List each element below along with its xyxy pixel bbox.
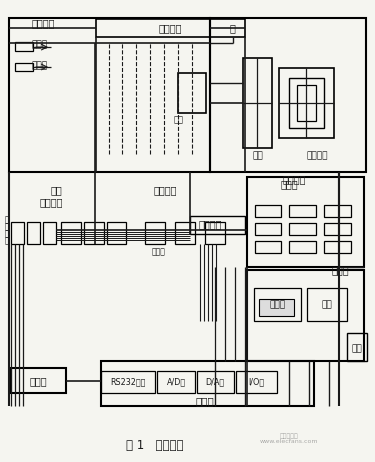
Bar xyxy=(260,298,294,316)
Text: A/D板: A/D板 xyxy=(166,377,186,387)
Bar xyxy=(255,223,281,235)
Text: 声级计: 声级计 xyxy=(31,41,47,49)
Bar xyxy=(100,361,314,406)
Text: 控制柜: 控制柜 xyxy=(331,265,349,275)
Text: 温: 温 xyxy=(5,230,10,238)
Text: 电子发烧友
www.elecfans.com: 电子发烧友 www.elecfans.com xyxy=(260,433,318,444)
Text: 辅助风机: 辅助风机 xyxy=(306,151,328,160)
Text: RS232串口: RS232串口 xyxy=(110,377,146,387)
Bar xyxy=(205,222,225,244)
Bar xyxy=(84,222,104,244)
Text: 计算机: 计算机 xyxy=(195,396,214,406)
Bar xyxy=(175,222,195,244)
Bar xyxy=(347,334,367,361)
Bar xyxy=(255,241,281,253)
Bar xyxy=(307,288,347,322)
Bar xyxy=(243,58,272,147)
Bar xyxy=(324,241,351,253)
Bar xyxy=(100,371,155,393)
Text: 灯: 灯 xyxy=(230,23,236,33)
Text: 动力桥架: 动力桥架 xyxy=(282,174,306,184)
Bar xyxy=(27,222,40,244)
Bar xyxy=(190,216,244,234)
Bar xyxy=(178,73,206,113)
Bar xyxy=(210,18,366,172)
Text: 转速仳: 转速仳 xyxy=(31,61,47,71)
Bar xyxy=(246,270,364,361)
Text: 度: 度 xyxy=(5,237,10,245)
Bar xyxy=(289,223,316,235)
Bar xyxy=(289,205,316,217)
Bar xyxy=(15,42,33,51)
Text: 传感器筱: 传感器筱 xyxy=(39,197,63,207)
Text: 显示柜: 显示柜 xyxy=(280,179,298,189)
Bar xyxy=(96,19,244,37)
Text: 压力: 压力 xyxy=(50,185,62,195)
Text: D/A板: D/A板 xyxy=(206,377,225,387)
Bar xyxy=(11,368,66,393)
Text: 特测风机: 特测风机 xyxy=(32,18,55,28)
Text: 变频: 变频 xyxy=(322,300,332,309)
Text: 信号桥架: 信号桥架 xyxy=(198,219,222,229)
Text: 打印机: 打印机 xyxy=(29,376,47,386)
Bar xyxy=(197,371,234,393)
Bar xyxy=(43,222,56,244)
Bar xyxy=(9,18,210,172)
Bar xyxy=(324,223,351,235)
Text: 筱体温度: 筱体温度 xyxy=(158,23,182,33)
Text: 啧小: 啧小 xyxy=(174,115,184,124)
Bar xyxy=(236,371,278,393)
Bar xyxy=(15,63,33,71)
Bar xyxy=(289,241,316,253)
Bar xyxy=(324,205,351,217)
Text: 开启度: 开启度 xyxy=(269,300,285,309)
Bar xyxy=(297,85,316,121)
Text: 环: 环 xyxy=(5,216,10,225)
Text: 流量压差: 流量压差 xyxy=(153,185,177,195)
Bar xyxy=(157,371,195,393)
Bar xyxy=(106,222,126,244)
Bar xyxy=(61,222,81,244)
Bar xyxy=(279,68,334,138)
Text: 风阀: 风阀 xyxy=(252,151,263,160)
Text: 图 1   测试系统: 图 1 测试系统 xyxy=(126,439,184,452)
Bar xyxy=(146,222,165,244)
Text: 电源: 电源 xyxy=(351,345,362,354)
Text: I/O板: I/O板 xyxy=(248,377,264,387)
Bar xyxy=(255,205,281,217)
Bar xyxy=(246,177,364,267)
Text: 大气压: 大气压 xyxy=(151,247,165,256)
Bar xyxy=(289,78,324,128)
Bar xyxy=(11,222,24,244)
Text: 境: 境 xyxy=(5,223,10,231)
Bar xyxy=(254,288,301,322)
